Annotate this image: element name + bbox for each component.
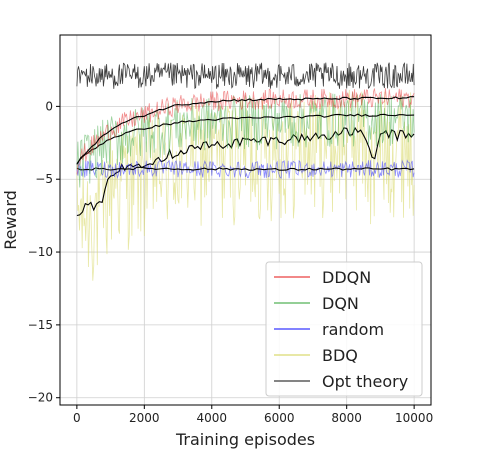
legend: DDQN DQN random BDQ Opt theory — [265, 261, 423, 397]
legend-label: BDQ — [322, 346, 358, 365]
series-smoothed-dqn — [76, 113, 415, 165]
series-smoothed-bdq — [76, 126, 415, 217]
plot-frame — [59, 34, 432, 406]
legend-label: DDQN — [322, 268, 371, 287]
y-tick-label: −5 — [35, 172, 53, 186]
legend-label: random — [322, 320, 384, 339]
series-smoothed-ddqn — [76, 96, 415, 165]
legend-label: DQN — [322, 294, 359, 313]
y-axis-label: Reward — [1, 190, 20, 250]
x-tick-label: 6000 — [264, 411, 295, 425]
legend-box — [265, 261, 423, 397]
series-line-opt-theory — [76, 62, 415, 90]
axis-ticks: 0 2000 4000 6000 8000 10000 −20 −15 −10 −5 0 — [28, 99, 434, 425]
plot-area — [76, 62, 415, 281]
y-tick-label: −10 — [28, 245, 53, 259]
y-tick-label: −15 — [28, 318, 53, 332]
x-axis-label: Training episodes — [175, 430, 315, 449]
x-tick-label: 0 — [73, 411, 81, 425]
x-tick-label: 8000 — [331, 411, 362, 425]
grid — [60, 35, 431, 405]
series-line-random — [76, 159, 415, 179]
y-tick-label: 0 — [45, 99, 53, 113]
series-line-ddqn — [76, 88, 415, 175]
x-tick-label: 4000 — [196, 411, 227, 425]
series-smoothed-random — [76, 166, 415, 171]
y-tick-label: −20 — [28, 391, 53, 405]
x-tick-label: 10000 — [395, 411, 433, 425]
x-tick-label: 2000 — [129, 411, 160, 425]
legend-label: Opt theory — [322, 372, 408, 391]
